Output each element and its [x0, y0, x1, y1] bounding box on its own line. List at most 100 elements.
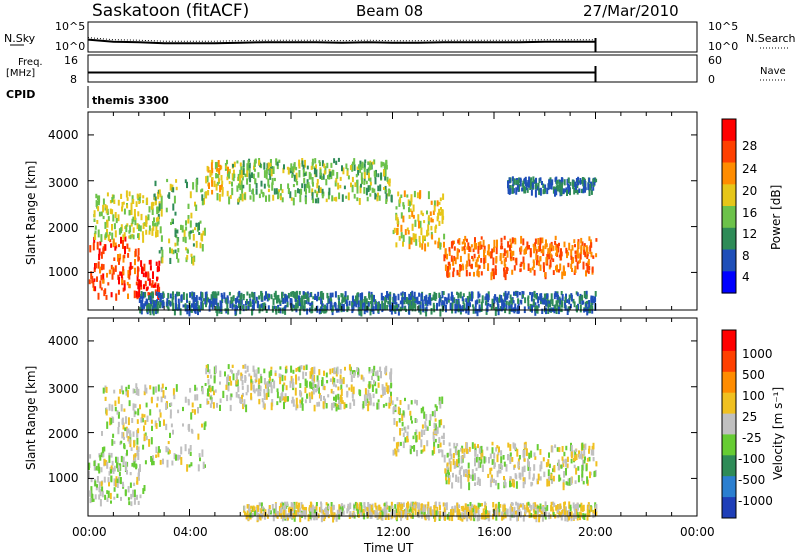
velocity-echo-cell: [96, 484, 98, 488]
power-echo-cell: [111, 232, 114, 240]
power-echo-cell: [534, 242, 537, 250]
power-echo-cell: [403, 300, 406, 305]
velocity-echo-cell: [380, 371, 382, 379]
velocity-echo-cell: [162, 390, 165, 398]
velocity-echo-cell: [137, 428, 140, 434]
velocity-echo-cell: [273, 380, 276, 389]
power-echo-cell: [384, 168, 387, 177]
velocity-echo-cell: [104, 396, 107, 401]
velocity-echo-cell: [394, 448, 396, 455]
velocity-echo-cell: [312, 388, 315, 395]
velocity-echo-cell: [212, 402, 215, 409]
power-echo-cell: [444, 248, 447, 255]
velocity-colorbar-segment: [722, 371, 736, 394]
x-axis-label: Time UT: [363, 541, 414, 554]
velocity-echo-cell: [159, 459, 162, 465]
power-echo-cell: [372, 161, 375, 165]
velocity-echo-cell: [502, 455, 505, 460]
velocity-echo-cell: [136, 387, 138, 391]
power-echo-cell: [489, 304, 492, 308]
power-echo-cell: [577, 241, 580, 249]
velocity-echo-cell: [421, 449, 424, 453]
power-echo-cell: [585, 303, 588, 307]
power-echo-cell: [110, 264, 113, 270]
velocity-echo-cell: [325, 509, 328, 518]
velocity-echo-cell: [565, 445, 568, 451]
power-echo-cell: [541, 237, 544, 244]
power-echo-cell: [511, 269, 514, 275]
velocity-echo-cell: [263, 389, 266, 394]
power-echo-cell: [569, 303, 572, 309]
power-echo-cell: [176, 229, 179, 234]
power-echo-cell: [102, 204, 105, 213]
velocity-echo-cell: [241, 385, 244, 390]
velocity-echo-cell: [455, 447, 458, 456]
power-echo-cell: [519, 263, 522, 268]
velocity-echo-cell: [123, 436, 125, 440]
power-echo-cell: [535, 253, 538, 261]
velocity-echo-cell: [382, 389, 385, 397]
power-echo-cell: [147, 214, 150, 221]
velocity-echo-cell: [583, 448, 586, 456]
power-echo-cell: [330, 302, 333, 307]
power-echo-cell: [201, 303, 204, 311]
power-echo-cell: [441, 216, 444, 224]
power-echo-cell: [452, 271, 455, 278]
power-echo-cell: [186, 181, 188, 189]
power-echo-cell: [190, 212, 193, 219]
power-echo-cell: [537, 304, 540, 308]
power-echo-cell: [445, 304, 447, 313]
power-echo-cell: [169, 247, 171, 254]
power-echo-cell: [124, 226, 127, 230]
power-echo-cell: [356, 179, 359, 186]
power-echo-cell: [405, 297, 408, 304]
velocity-echo-cell: [188, 464, 191, 468]
velocity-echo-cell: [305, 380, 308, 388]
velocity-echo-cell: [449, 467, 452, 472]
velocity-echo-cell: [406, 436, 409, 443]
power-echo-cell: [545, 301, 548, 306]
velocity-echo-cell: [509, 482, 512, 487]
velocity-echo-cell: [187, 424, 190, 431]
velocity-echo-cell: [512, 510, 515, 518]
noise-right-tick-top: 10^5: [708, 20, 738, 33]
power-echo-cell: [215, 183, 218, 191]
velocity-echo-cell: [594, 502, 597, 508]
power-echo-cell: [533, 246, 536, 254]
velocity-echo-cell: [506, 508, 509, 516]
velocity-echo-cell: [467, 462, 470, 469]
velocity-echo-cell: [592, 457, 595, 462]
velocity-echo-cell: [386, 390, 389, 394]
power-echo-cell: [497, 303, 500, 309]
velocity-echo-cell: [106, 497, 109, 502]
power-echo-cell: [304, 159, 306, 168]
power-echo-cell: [480, 236, 483, 240]
velocity-echo-cell: [374, 502, 377, 508]
power-echo-cell: [389, 297, 392, 305]
power-echo-cell: [232, 164, 234, 168]
velocity-echo-cell: [566, 514, 569, 522]
power-echo-cell: [439, 242, 442, 250]
power-ytick-4000: 4000: [48, 128, 79, 142]
power-echo-cell: [478, 304, 481, 313]
power-echo-cell: [321, 308, 324, 313]
velocity-echo-cell: [197, 433, 200, 440]
power-echo-cell: [570, 294, 573, 302]
velocity-echo-cell: [410, 501, 413, 508]
power-echo-cell: [140, 291, 143, 297]
velocity-echo-cell: [131, 418, 134, 423]
power-echo-cell: [128, 209, 131, 216]
power-echo-cell: [363, 172, 366, 179]
power-echo-cell: [414, 233, 417, 241]
velocity-echo-cell: [313, 374, 316, 383]
power-echo-cell: [321, 176, 323, 180]
velocity-echo-cell: [367, 389, 370, 397]
power-echo-cell: [504, 264, 507, 269]
velocity-echo-cell: [481, 464, 484, 472]
velocity-echo-cell: [250, 505, 253, 509]
velocity-echo-cell: [120, 404, 123, 412]
power-echo-cell: [198, 305, 201, 312]
velocity-echo-cell: [509, 452, 512, 457]
velocity-echo-cell: [582, 459, 585, 465]
velocity-echo-cell: [532, 473, 535, 480]
